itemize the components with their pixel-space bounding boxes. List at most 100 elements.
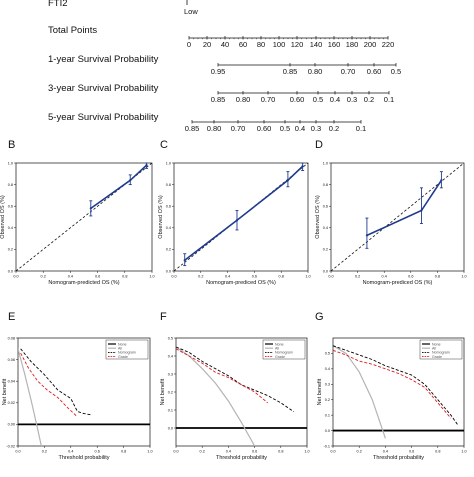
calibration-point [440,179,443,182]
nomogram-tick-label: 0.2 [364,95,374,104]
nomogram: FTI2 Low Total Points 0 20 40 60 80 100 120 140 1… [48,0,401,133]
y-tick-label: -0.1 [323,444,330,448]
nomogram-row-label: 5-year Survival Probability [48,112,159,123]
y-tick-label: 0.0 [166,269,171,273]
calibration-point [183,259,186,262]
nomogram-tick-label: 0.60 [290,95,305,104]
x-tick-label: 0.6 [95,450,100,454]
y-tick-label: 0.8 [8,183,13,187]
nomogram-tick-label: 200 [364,40,377,49]
x-tick-label: 0.6 [408,275,413,279]
x-axis-label-d: Nomogram-prediced OS (%) [363,280,433,286]
y-tick-label: 0.6 [323,205,328,209]
nomogram-top-label: FTI2 [48,0,68,9]
calibration-point [286,179,289,182]
legend-label: All [432,347,436,351]
panel-d: 0.0 0.2 0.4 0.6 0.8 1.0 0.0 0.2 0.4 0.6 0.8 1.0 Nomo… [315,161,467,286]
x-tick-label: 1.0 [304,450,309,454]
calibration-line [366,179,443,237]
panel-letter-b: B [8,139,15,151]
calibration-point [301,165,304,168]
x-tick-label: 0.2 [355,275,360,279]
y-axis-label-d: Observed OS (%) [315,195,321,239]
x-tick-label: 0.6 [95,275,100,279]
nomogram-tick-label: 80 [257,40,265,49]
x-axis-label-f: Threshold probability [216,455,267,461]
x-tick-label: 0.0 [173,450,178,454]
x-tick-label: 0.2 [42,450,47,454]
nomogram-tick-label: 40 [221,40,229,49]
y-tick-label: 0.3 [325,383,330,387]
y-tick-label: 0.1 [325,413,330,417]
nomogram-tick-label: 0.85 [283,67,298,76]
x-tick-label: 1.0 [461,450,466,454]
legend-label: Nomogram [432,351,450,355]
legend-label: None [118,342,127,346]
calibration-line [90,164,148,210]
y-tick-label: 0.6 [8,205,13,209]
panel-f: 0.0 0.2 0.4 0.6 0.8 1.0 0.0 0.1 0.2 0.3 0.4 0.5 Thre… [160,336,310,461]
x-tick-label: 0.4 [68,450,73,454]
plot-frame-b [15,162,153,272]
x-tick-label: 1.0 [147,450,152,454]
nomogram-tick-label: 0.80 [236,95,251,104]
x-tick-label: 0.0 [171,275,176,279]
series-all [176,346,256,446]
series-nomogram [20,348,91,416]
y-tick-label: 0.4 [8,226,13,230]
x-tick-label: 0.0 [330,450,335,454]
x-tick-label: 0.2 [200,450,205,454]
legend-box [419,339,463,360]
x-tick-label: 0.0 [328,275,333,279]
series-grade [333,349,452,419]
x-tick-label: 0.6 [252,275,257,279]
nomogram-tick-label: 0.5 [313,95,323,104]
nomogram-tick-label: 120 [291,40,304,49]
x-axis-label-g: Threshold probability [373,455,424,461]
y-tick-label: 0.8 [166,183,171,187]
panel-letter-e: E [8,311,15,323]
nomogram-row-label: 3-year Survival Probability [48,83,159,94]
nomogram-tick-label: 0.85 [211,95,226,104]
x-tick-label: 0.4 [225,275,230,279]
y-tick-label: 1.0 [166,161,171,165]
calibration-point [365,234,369,237]
y-tick-label: 0.6 [166,205,171,209]
legend-box [262,339,306,360]
y-tick-label: 1.0 [8,161,13,165]
series-all [333,345,386,439]
x-tick-label: 0.4 [382,275,387,279]
y-tick-label: 0.02 [8,401,15,405]
nomogram-top-sublabel: Low [184,7,198,16]
x-tick-label: 0.8 [435,275,440,279]
calibration-point [89,207,92,210]
x-tick-label: 1.0 [149,275,154,279]
panel-letter-d: D [315,139,323,151]
y-tick-label: -0.02 [6,444,15,448]
y-tick-label: 0.4 [323,226,328,230]
x-tick-label: 0.4 [383,450,388,454]
legend-label: Grade [432,355,442,359]
series-grade [20,352,78,418]
y-axis-label-g: Net benefit [317,378,323,405]
x-tick-label: 0.2 [357,450,362,454]
legend-label: All [118,347,122,351]
calibration-point [235,219,239,222]
legend-label: None [275,342,284,346]
y-tick-label: 0.0 [8,269,13,273]
y-tick-label: 0.2 [168,390,173,394]
legend-label: Nomogram [118,351,136,355]
x-tick-label: 0.6 [409,450,414,454]
y-tick-label: 1.0 [323,161,328,165]
nomogram-tick-label: 180 [346,40,359,49]
panel-c: 0.0 0.2 0.4 0.6 0.8 1.0 0.0 0.2 0.4 0.6 0.8 1.0 Nomo… [158,161,311,286]
x-tick-label: 0.6 [252,450,257,454]
x-tick-label: 0.0 [15,450,20,454]
nomogram-tick-label: 0.4 [330,95,340,104]
y-tick-label: 0.00 [8,423,15,427]
legend-label: None [432,342,441,346]
y-tick-label: 0.2 [323,248,328,252]
y-axis-label-f: Net benefit [160,378,166,405]
legend-box [105,339,149,360]
